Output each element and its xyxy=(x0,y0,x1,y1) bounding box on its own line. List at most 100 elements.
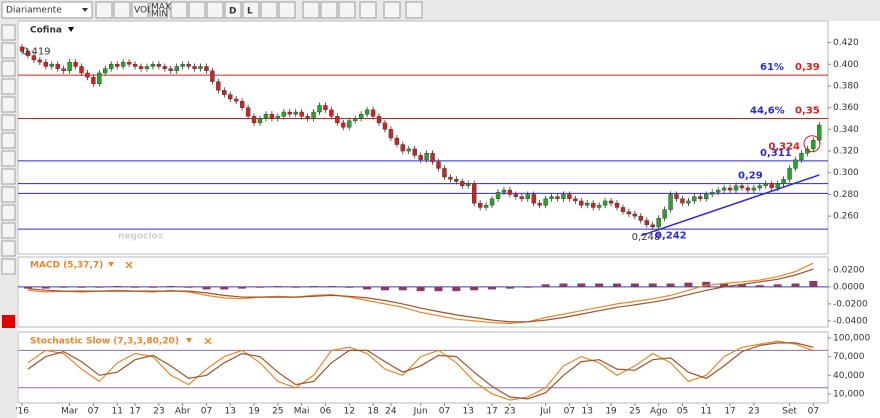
zoom-out-button[interactable] xyxy=(320,1,338,19)
point-label: 0,242 xyxy=(655,231,687,242)
side-tool[interactable] xyxy=(1,204,16,221)
y-tick-label: 10,000 xyxy=(833,389,865,399)
candle-body xyxy=(602,200,608,206)
side-tool[interactable] xyxy=(1,42,16,59)
x-tick-label: 13 xyxy=(582,407,593,417)
y-tick-label: 100,000 xyxy=(833,333,870,343)
tool-button[interactable] xyxy=(302,1,320,19)
histogram-bar xyxy=(220,286,229,290)
tool-button[interactable] xyxy=(278,1,296,19)
histogram-bar xyxy=(488,286,497,290)
print-button[interactable] xyxy=(359,1,377,19)
side-tools xyxy=(1,24,16,275)
candle-body xyxy=(442,168,447,178)
percent-button[interactable] xyxy=(188,1,206,19)
candle-body xyxy=(55,64,60,69)
period-select[interactable] xyxy=(1,1,93,19)
side-tool[interactable] xyxy=(1,150,16,167)
histogram-bar xyxy=(202,286,211,290)
candle-body xyxy=(120,61,126,67)
level-tag: 44,6% xyxy=(750,106,785,117)
candle-body xyxy=(525,194,530,199)
side-tool[interactable] xyxy=(1,24,16,41)
y-tick-label: -0.0200 xyxy=(833,299,868,309)
candle-body xyxy=(299,111,304,117)
level-label: 0,311 xyxy=(760,148,792,159)
histogram-bar xyxy=(773,284,782,287)
candle-body xyxy=(233,98,239,102)
x-tick-label: 11 xyxy=(701,407,712,417)
candle-body xyxy=(620,207,626,212)
candle-body xyxy=(721,187,727,191)
x-tick-label: '16 xyxy=(15,407,29,417)
book-button[interactable] xyxy=(405,1,423,19)
candle-body xyxy=(519,196,524,199)
candle-body xyxy=(638,215,643,221)
candle-body xyxy=(561,194,566,199)
candle-body xyxy=(31,55,37,61)
candle-body xyxy=(424,153,429,160)
candle-body xyxy=(585,202,590,206)
histogram-bar xyxy=(559,283,568,287)
color-button[interactable] xyxy=(2,315,15,328)
dropdown-icon xyxy=(108,262,114,267)
candle-body xyxy=(739,185,745,189)
side-tool[interactable] xyxy=(1,222,16,239)
zoom-in-button[interactable] xyxy=(338,1,356,19)
candle-body xyxy=(49,64,54,67)
candle-body xyxy=(138,66,144,69)
histogram-bar xyxy=(523,286,532,288)
side-tool[interactable] xyxy=(1,96,16,113)
y-tick-label: 0.380 xyxy=(833,81,859,91)
candle-body xyxy=(674,194,679,199)
candle-body xyxy=(67,61,72,72)
side-tool[interactable] xyxy=(1,186,16,203)
tool-button[interactable] xyxy=(113,1,131,19)
candle-body xyxy=(579,200,584,206)
close-icon[interactable] xyxy=(204,337,212,345)
histogram-bar xyxy=(648,283,657,287)
x-tick-label: 11 xyxy=(111,407,122,417)
candle-body xyxy=(632,213,638,217)
side-tool[interactable] xyxy=(1,60,16,77)
candle-body xyxy=(150,64,156,67)
crosshair-button[interactable] xyxy=(260,1,278,19)
candle-body xyxy=(614,202,620,208)
side-tool[interactable] xyxy=(1,168,16,185)
help-button[interactable] xyxy=(383,1,401,19)
histogram-bar xyxy=(684,282,693,287)
candle-body xyxy=(91,77,96,85)
maxmin-button[interactable] xyxy=(149,1,168,19)
candle-body xyxy=(400,144,405,152)
vol-button[interactable] xyxy=(131,1,149,19)
candle-body xyxy=(489,198,495,206)
candle-body xyxy=(180,64,185,67)
tool-button[interactable] xyxy=(95,1,113,19)
candle-body xyxy=(347,120,352,128)
y-tick-label: 0.400 xyxy=(833,60,859,70)
l-button[interactable] xyxy=(242,1,260,19)
candle-body xyxy=(245,107,251,117)
side-tool[interactable] xyxy=(1,132,16,149)
tool-button[interactable] xyxy=(206,1,224,19)
side-tool[interactable] xyxy=(1,258,16,275)
candle-body xyxy=(198,66,203,69)
stoch-panel xyxy=(17,331,829,404)
x-tick-label: Mar xyxy=(61,407,78,417)
d-button[interactable] xyxy=(224,1,242,19)
histogram-bar xyxy=(452,286,461,292)
x-tick-label: 07 xyxy=(808,407,819,417)
histogram-bar xyxy=(755,285,764,287)
candle-body xyxy=(216,81,221,91)
grid-button[interactable] xyxy=(170,1,188,19)
y-tick-label: 40,000 xyxy=(833,371,865,381)
close-icon[interactable] xyxy=(125,261,133,269)
side-tool[interactable] xyxy=(1,240,16,257)
side-tool[interactable] xyxy=(1,114,16,131)
x-tick-label: 17 xyxy=(486,407,497,417)
stoch-line xyxy=(27,342,814,400)
histogram-bar xyxy=(577,283,586,287)
x-tick-label: 18 xyxy=(367,407,379,417)
candle-body xyxy=(132,64,138,67)
side-tool[interactable] xyxy=(1,78,16,95)
